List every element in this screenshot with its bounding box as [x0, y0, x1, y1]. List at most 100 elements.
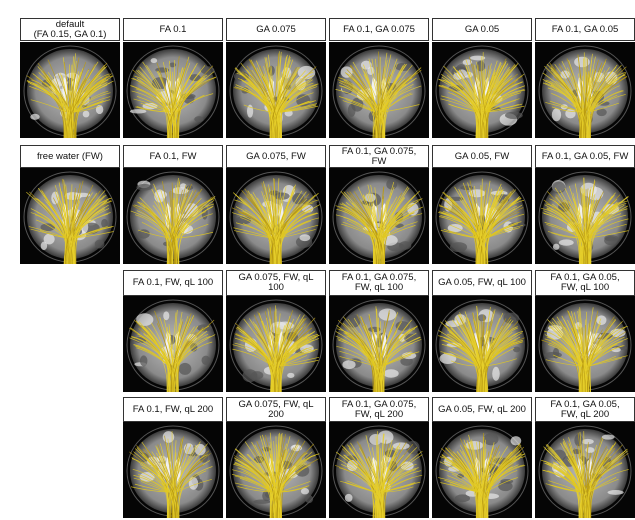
fiber — [279, 224, 319, 239]
panel-label: FA 0.1, GA 0.075, FW — [329, 145, 429, 168]
tractography-image — [432, 168, 532, 264]
fiber — [379, 69, 392, 138]
fiber — [544, 448, 588, 518]
label-line: GA 0.05, FW, qL 100 — [438, 277, 526, 288]
fiber — [588, 469, 629, 493]
fiber — [583, 327, 588, 392]
tractography-image — [535, 422, 635, 518]
fiber — [441, 343, 479, 367]
fiber — [336, 208, 376, 239]
fiber — [585, 189, 589, 264]
panel-label: GA 0.075, FW, qL 200 — [226, 397, 326, 422]
tissue — [510, 436, 522, 446]
label-line: GA 0.05, FW — [454, 150, 510, 162]
label-line: FW — [371, 155, 387, 167]
fiber — [382, 463, 417, 493]
fiber — [456, 450, 482, 518]
fiber — [485, 98, 520, 113]
fiber — [442, 339, 479, 367]
label-line: 100 — [268, 282, 284, 293]
fiber — [134, 448, 175, 518]
panel-label: FA 0.1, GA 0.05, FW, qL 200 — [535, 397, 635, 422]
fiber — [73, 231, 114, 239]
fiber — [438, 205, 479, 239]
fiber — [588, 208, 628, 239]
fiber — [232, 348, 273, 367]
label-line: FA 0.1, FW, qL 100 — [132, 277, 214, 288]
panel-label: GA 0.05 — [432, 18, 532, 41]
fiber — [334, 464, 383, 518]
tissue — [462, 59, 473, 66]
fiber — [279, 355, 308, 367]
brain — [542, 429, 628, 513]
fiber — [169, 439, 184, 518]
fiber — [141, 221, 170, 239]
fiber — [279, 348, 312, 367]
tractography-image — [226, 42, 326, 138]
fiber — [256, 80, 279, 138]
tissue — [404, 333, 418, 343]
fiber — [588, 230, 629, 239]
fiber — [170, 80, 195, 138]
fiber — [142, 326, 170, 367]
fiber — [133, 474, 170, 493]
tractography-image — [432, 42, 532, 138]
tissue — [342, 360, 356, 370]
tissue — [163, 311, 170, 321]
fiber — [485, 477, 518, 493]
fiber — [586, 70, 606, 138]
fiber — [382, 351, 412, 367]
fiber — [440, 351, 479, 367]
tissue — [508, 222, 526, 228]
panel-label: FA 0.1 — [123, 18, 223, 41]
fiber — [232, 344, 273, 367]
fiber — [271, 329, 281, 392]
fiber — [484, 453, 522, 518]
fiber — [376, 65, 406, 138]
fiber — [551, 106, 582, 113]
fiber — [485, 470, 518, 493]
tissue — [546, 327, 564, 340]
fiber — [73, 101, 103, 113]
tissue — [297, 65, 316, 80]
fiber — [172, 77, 203, 138]
fiber — [35, 219, 67, 239]
fiber — [588, 325, 628, 367]
fiber — [339, 85, 376, 113]
tractography-image — [432, 422, 532, 518]
fiber — [65, 182, 81, 264]
tractography-image — [20, 168, 120, 264]
fiber — [552, 354, 582, 367]
fiber — [472, 63, 482, 138]
fiber — [590, 452, 621, 518]
fiber — [382, 486, 414, 493]
label-line: GA 0.075, FW, qL — [238, 272, 314, 283]
tissue — [394, 223, 404, 229]
fiber — [170, 320, 189, 392]
fiber — [382, 77, 413, 113]
tissue — [136, 183, 153, 191]
fiber — [176, 231, 214, 239]
fiber — [143, 448, 171, 518]
fiber — [548, 342, 582, 367]
fiber — [382, 483, 415, 493]
fiber — [479, 78, 513, 138]
fiber — [234, 482, 273, 493]
fiber — [168, 65, 197, 138]
fiber — [135, 345, 170, 367]
fiber — [483, 436, 489, 518]
tissue — [513, 346, 521, 353]
fiber — [549, 198, 582, 239]
fiber — [483, 316, 511, 392]
fiber — [232, 192, 281, 264]
fiber — [441, 95, 479, 113]
fiber — [442, 461, 479, 493]
fiber — [279, 481, 311, 493]
fiber — [445, 459, 477, 518]
tractography-image — [329, 168, 429, 264]
fiber — [381, 446, 398, 518]
label-line: FW, qL 100 — [560, 282, 610, 293]
tissue — [233, 71, 249, 82]
fiber — [552, 209, 582, 239]
fiber — [588, 90, 623, 113]
